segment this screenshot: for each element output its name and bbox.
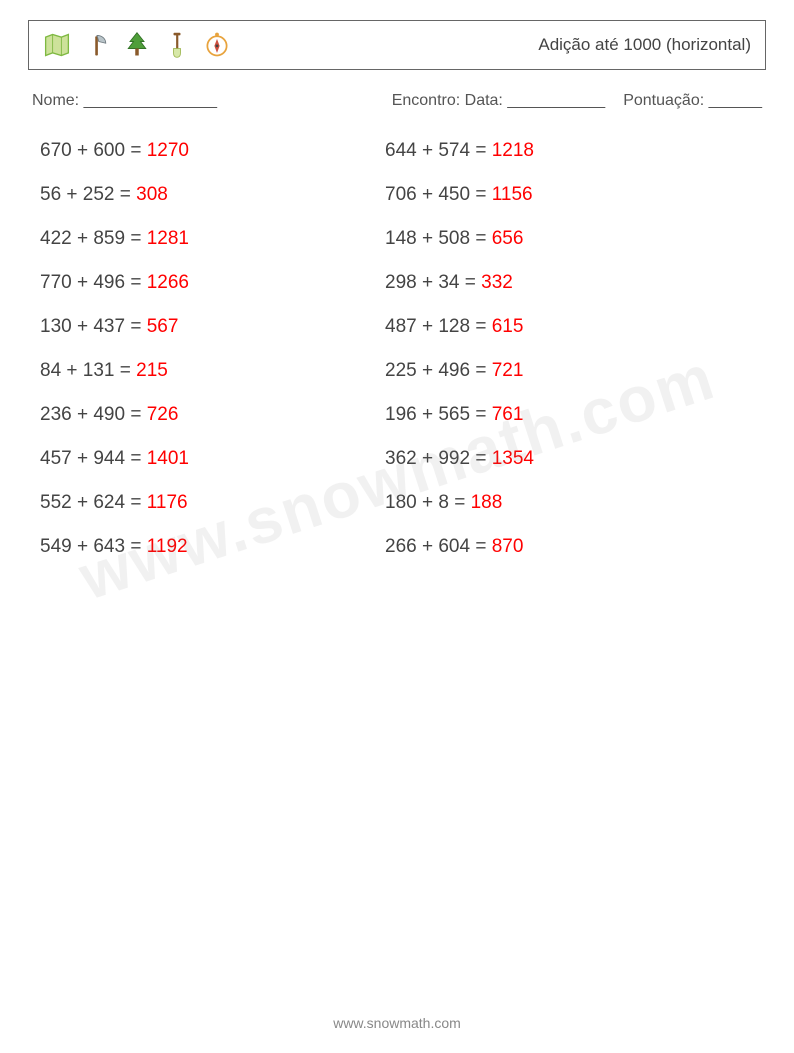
problem-row: 549 + 643 = 1192266 + 604 = 870 bbox=[40, 536, 754, 558]
problem-cell: 552 + 624 = 1176 bbox=[40, 492, 385, 514]
problem-cell: 487 + 128 = 615 bbox=[385, 316, 754, 338]
problem-cell: 706 + 450 = 1156 bbox=[385, 184, 754, 206]
answer: 1192 bbox=[147, 536, 188, 557]
problem-row: 130 + 437 = 567487 + 128 = 615 bbox=[40, 316, 754, 338]
problem-cell: 84 + 131 = 215 bbox=[40, 360, 385, 382]
problem-cell: 130 + 437 = 567 bbox=[40, 316, 385, 338]
problem-row: 770 + 496 = 1266298 + 34 = 332 bbox=[40, 272, 754, 294]
answer: 567 bbox=[147, 316, 179, 337]
problem-row: 84 + 131 = 215225 + 496 = 721 bbox=[40, 360, 754, 382]
tree-icon bbox=[123, 31, 151, 59]
answer: 1266 bbox=[147, 272, 189, 293]
header-box: Adição até 1000 (horizontal) bbox=[28, 20, 766, 70]
problem-cell: 422 + 859 = 1281 bbox=[40, 228, 385, 250]
answer: 1218 bbox=[492, 140, 534, 161]
date-field: Encontro: Data: ___________ bbox=[392, 92, 606, 110]
map-icon bbox=[43, 31, 71, 59]
problem-cell: 266 + 604 = 870 bbox=[385, 536, 754, 558]
answer: 332 bbox=[481, 272, 513, 293]
problem-cell: 457 + 944 = 1401 bbox=[40, 448, 385, 470]
answer: 1156 bbox=[492, 184, 533, 205]
problem-row: 457 + 944 = 1401362 + 992 = 1354 bbox=[40, 448, 754, 470]
worksheet-title: Adição até 1000 (horizontal) bbox=[538, 35, 751, 55]
answer: 188 bbox=[471, 492, 503, 513]
problem-cell: 298 + 34 = 332 bbox=[385, 272, 754, 294]
problem-cell: 549 + 643 = 1192 bbox=[40, 536, 385, 558]
answer: 1401 bbox=[147, 448, 189, 469]
problem-cell: 225 + 496 = 721 bbox=[385, 360, 754, 382]
answer: 1281 bbox=[147, 228, 189, 249]
problem-row: 236 + 490 = 726196 + 565 = 761 bbox=[40, 404, 754, 426]
problem-row: 552 + 624 = 1176180 + 8 = 188 bbox=[40, 492, 754, 514]
score-field: Pontuação: ______ bbox=[623, 92, 762, 110]
problem-cell: 644 + 574 = 1218 bbox=[385, 140, 754, 162]
problem-row: 422 + 859 = 1281148 + 508 = 656 bbox=[40, 228, 754, 250]
problem-cell: 362 + 992 = 1354 bbox=[385, 448, 754, 470]
answer: 308 bbox=[136, 184, 168, 205]
answer: 215 bbox=[136, 360, 168, 381]
problem-row: 670 + 600 = 1270644 + 574 = 1218 bbox=[40, 140, 754, 162]
footer-url: www.snowmath.com bbox=[0, 1015, 794, 1031]
answer: 1354 bbox=[492, 448, 534, 469]
problem-cell: 56 + 252 = 308 bbox=[40, 184, 385, 206]
problem-cell: 236 + 490 = 726 bbox=[40, 404, 385, 426]
answer: 656 bbox=[492, 228, 524, 249]
answer: 726 bbox=[147, 404, 179, 425]
problem-cell: 670 + 600 = 1270 bbox=[40, 140, 385, 162]
problem-cell: 180 + 8 = 188 bbox=[385, 492, 754, 514]
answer: 870 bbox=[492, 536, 524, 557]
problem-row: 56 + 252 = 308706 + 450 = 1156 bbox=[40, 184, 754, 206]
answer: 721 bbox=[492, 360, 524, 381]
axe-icon bbox=[83, 31, 111, 59]
problem-cell: 770 + 496 = 1266 bbox=[40, 272, 385, 294]
info-row: Nome: _______________ Encontro: Data: __… bbox=[28, 92, 766, 110]
shovel-icon bbox=[163, 31, 191, 59]
problem-cell: 148 + 508 = 656 bbox=[385, 228, 754, 250]
problems-grid: 670 + 600 = 1270644 + 574 = 121856 + 252… bbox=[28, 140, 766, 558]
header-icons bbox=[43, 31, 231, 59]
name-field: Nome: _______________ bbox=[32, 92, 217, 110]
answer: 615 bbox=[492, 316, 524, 337]
problem-cell: 196 + 565 = 761 bbox=[385, 404, 754, 426]
answer: 761 bbox=[492, 404, 524, 425]
compass-icon bbox=[203, 31, 231, 59]
answer: 1270 bbox=[147, 140, 189, 161]
answer: 1176 bbox=[147, 492, 188, 513]
